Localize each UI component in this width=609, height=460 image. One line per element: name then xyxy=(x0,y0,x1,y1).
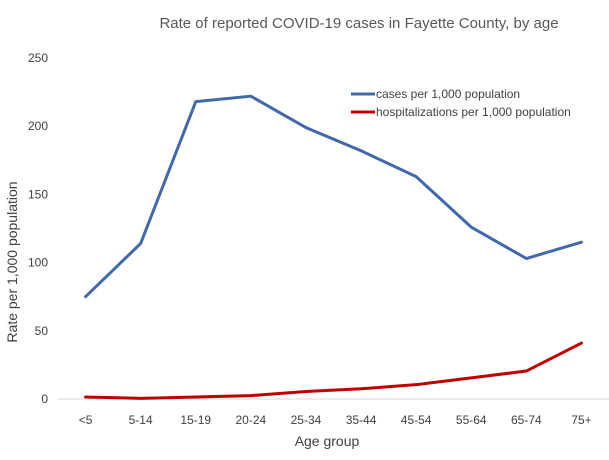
plot-area: 0 50 100 150 200 250 <5 5-14 15-19 20-24 25-34 35-4… xyxy=(28,51,609,427)
y-axis-title: Rate per 1,000 population xyxy=(4,181,20,342)
legend: cases per 1,000 population hospitalizatio… xyxy=(351,87,571,119)
y-tick-label: 200 xyxy=(28,119,48,133)
chart-title: Rate of reported COVID-19 cases in Fayet… xyxy=(159,15,558,32)
x-tick-label: 75+ xyxy=(571,413,591,427)
x-tick-label: 35-44 xyxy=(346,413,377,427)
y-tick-label: 150 xyxy=(28,187,48,201)
x-tick-label: 25-34 xyxy=(291,413,322,427)
x-tick-label: 20-24 xyxy=(235,413,266,427)
y-tick-label: 50 xyxy=(35,324,49,338)
x-tick-label: 55-64 xyxy=(456,413,487,427)
x-tick-label: 45-54 xyxy=(401,413,432,427)
y-tick-label: 0 xyxy=(41,392,48,406)
x-axis-title: Age group xyxy=(295,433,360,449)
y-tick-label: 250 xyxy=(28,51,48,65)
legend-label: hospitalizations per 1,000 population xyxy=(376,105,571,119)
y-tick-label: 100 xyxy=(28,256,48,270)
x-tick-label: 65-74 xyxy=(511,413,542,427)
x-tick-label: 5-14 xyxy=(129,413,153,427)
series-line-hospitalizations xyxy=(84,341,583,400)
x-tick-label: 15-19 xyxy=(180,413,211,427)
legend-label: cases per 1,000 population xyxy=(376,87,520,101)
x-tick-label: <5 xyxy=(79,413,93,427)
series-line-cases xyxy=(84,94,583,299)
